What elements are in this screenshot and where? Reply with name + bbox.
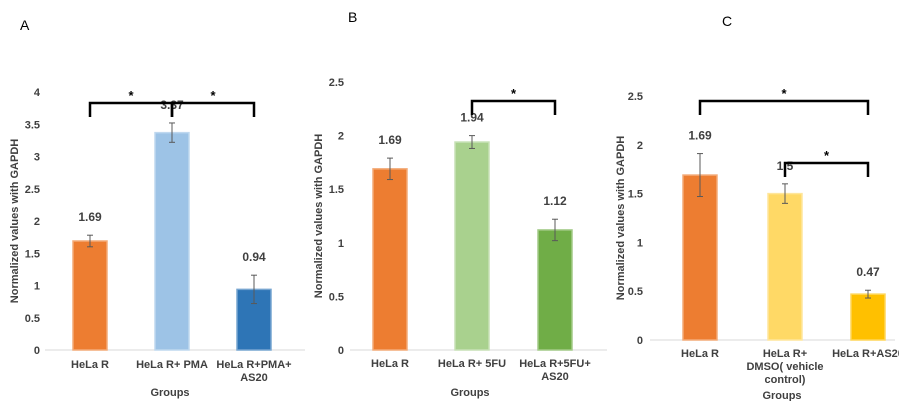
y-tick-label: 2.5 (25, 184, 40, 196)
bar-1 (682, 174, 718, 341)
data-label: 1.69 (378, 133, 402, 147)
y-tick-label: 2.5 (628, 91, 643, 103)
x-category-label: HeLa R+ 5FU (438, 358, 506, 370)
significance-bracket (783, 161, 870, 177)
x-axis-title: Groups (450, 387, 489, 399)
y-tick-label: 4 (34, 87, 41, 99)
data-label: 0.94 (242, 250, 266, 264)
significance-marker: * (824, 148, 830, 163)
significance-marker: * (781, 86, 787, 101)
panel-label: A (20, 17, 30, 33)
x-category-label: HeLa R+PMA+ AS20 (216, 359, 291, 384)
y-tick-label: 0.5 (329, 291, 344, 303)
data-label: 1.94 (460, 111, 484, 125)
panel-label: C (722, 13, 732, 29)
y-tick-label: 3.5 (25, 119, 40, 131)
bar-1 (372, 168, 408, 351)
y-tick-label: 0.5 (25, 313, 40, 325)
x-category-label: HeLa R+AS20 (832, 348, 899, 360)
chart-panel-b: B 0 0.5 1 1.5 2 2.5 Normalized values with GAPD… (313, 9, 607, 399)
y-tick-label: 0 (338, 345, 344, 357)
y-tick-label: 1 (34, 281, 40, 293)
y-axis-title: Normalized values with GAPDH (615, 136, 627, 300)
x-category-label: HeLa R (71, 359, 109, 371)
y-tick-label: 0 (34, 345, 40, 357)
y-tick-label: 2 (637, 140, 643, 152)
x-category-label: HeLa R+ PMA (136, 359, 208, 371)
bar-3 (537, 229, 573, 351)
y-axis-title: Normalized values with GAPDH (9, 139, 21, 303)
data-label: 1.12 (543, 194, 567, 208)
significance-marker: * (128, 88, 134, 103)
y-tick-label: 1 (338, 238, 344, 250)
y-tick-label: 0 (637, 335, 643, 347)
y-tick-label: 0.5 (628, 286, 643, 298)
bar-3 (850, 293, 886, 341)
y-tick-label: 3 (34, 152, 40, 164)
x-axis-title: Groups (150, 387, 189, 399)
y-tick-label: 1.5 (628, 189, 643, 201)
chart-panel-c: C 0 0.5 1 1.5 2 2.5 Normalized values with GAPD… (615, 13, 899, 401)
x-category-label: HeLa R+5FU+ AS20 (519, 358, 591, 383)
y-axis-title: Normalized values with GAPDH (313, 134, 325, 298)
panel-label: B (348, 9, 357, 25)
y-tick-label: 2 (338, 131, 344, 143)
significance-marker: * (210, 88, 216, 103)
significance-bracket (470, 99, 557, 115)
bar-2 (767, 192, 803, 341)
y-tick-label: 2 (34, 216, 40, 228)
significance-marker: * (511, 86, 517, 101)
x-category-label: HeLa R (681, 348, 719, 360)
data-label: 1.69 (78, 210, 102, 224)
y-tick-label: 1.5 (25, 248, 40, 260)
significance-bracket (170, 101, 256, 117)
x-axis-title: Groups (762, 390, 801, 401)
significance-bracket (698, 99, 870, 115)
data-label: 0.47 (856, 265, 880, 279)
y-tick-label: 2.5 (329, 77, 344, 89)
data-label: 1.69 (688, 129, 712, 143)
x-category-label: HeLa R (371, 358, 409, 370)
bar-1 (72, 240, 108, 351)
x-category-label: HeLa R+ DMSO( vehicle control) (746, 348, 823, 386)
chart-panel-a: A 0 0.5 1 1.5 2 2.5 3 3.5 4 Normalized values with… (9, 17, 305, 399)
y-tick-label: 1 (637, 237, 643, 249)
bar-2 (454, 141, 490, 351)
y-tick-label: 1.5 (329, 184, 344, 196)
bar-2 (154, 131, 190, 351)
